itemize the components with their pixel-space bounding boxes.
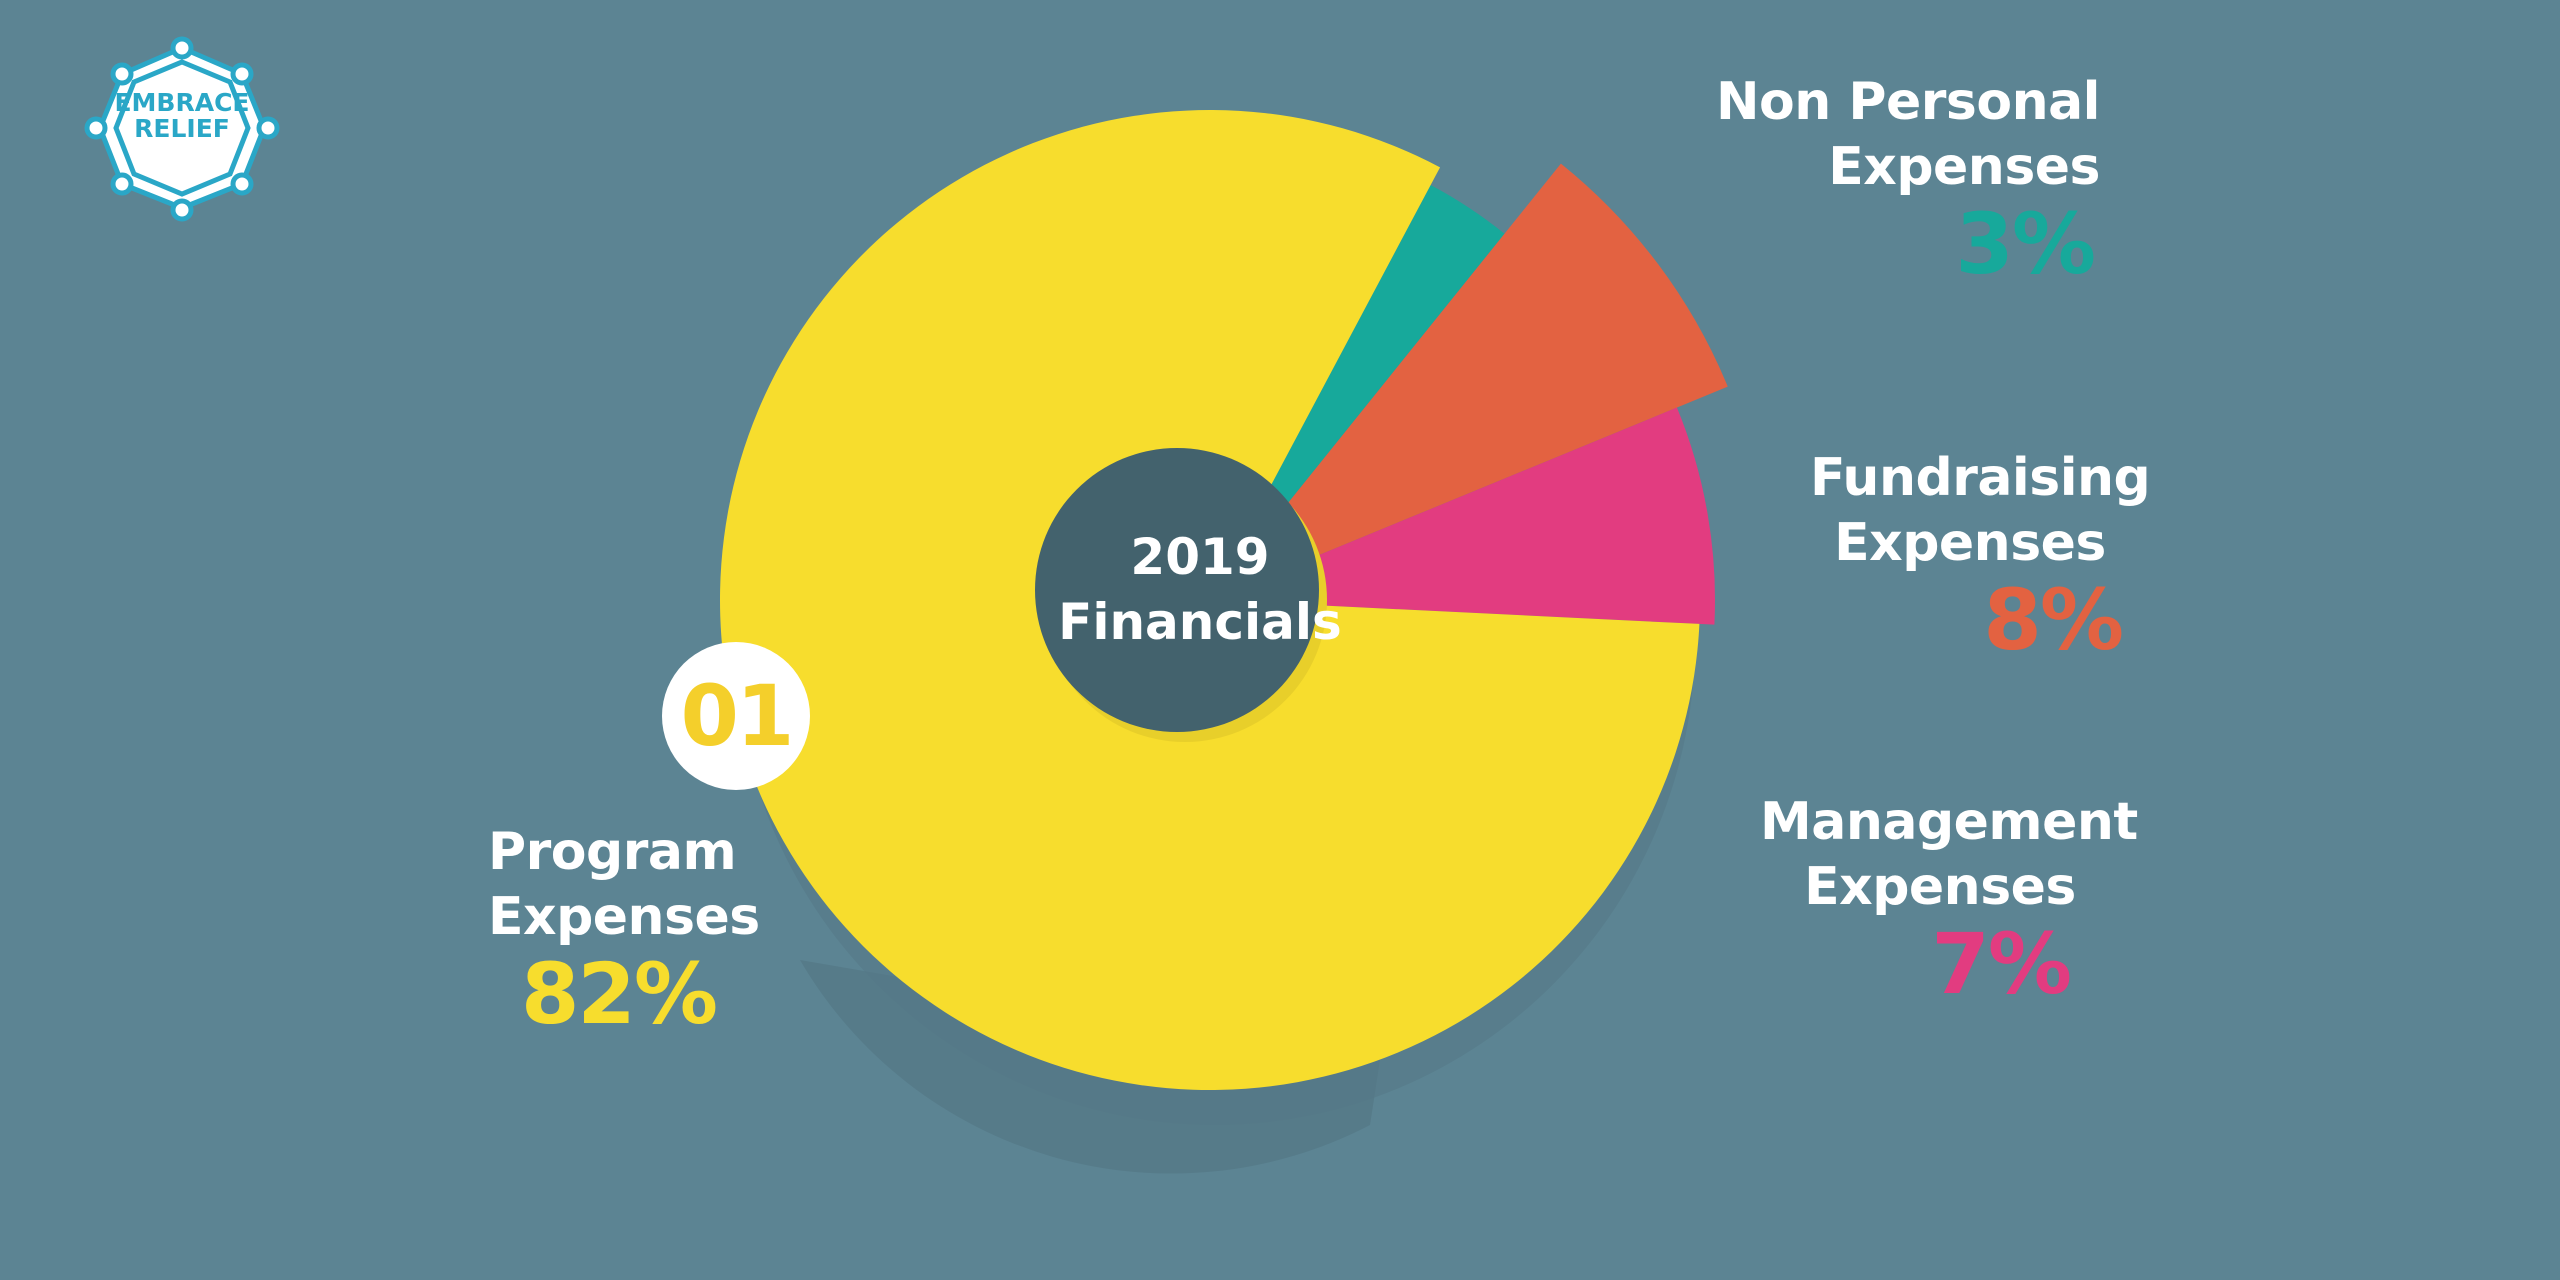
center-year: 2019: [1130, 528, 1270, 586]
legend-management: Management Expenses 7%: [1760, 790, 2138, 1013]
legend-fundraising-name-1: Fundraising: [1810, 448, 2151, 508]
embrace-relief-logo: EMBRACE RELIEF: [82, 36, 282, 222]
logo-line-1: EMBRACE: [114, 88, 250, 117]
legend-management-value: 7%: [1931, 915, 2072, 1013]
logo-wordmark: EMBRACE RELIEF: [82, 88, 282, 144]
legend-program-value: 82%: [520, 945, 718, 1043]
slice-fundraising: [1210, 163, 1728, 600]
legend-program: Program Expenses 82%: [488, 820, 760, 1043]
legend-management-name-2: Expenses: [1804, 857, 2076, 917]
legend-non-personal: Non Personal Expenses 3%: [1500, 70, 2101, 293]
logo-line-2: RELIEF: [134, 114, 230, 144]
center-disc: [1035, 448, 1319, 732]
section-number-badge: 01: [662, 642, 810, 790]
chart-center-title: 2019 Financials: [1035, 440, 1365, 740]
legend-management-name-1: Management: [1760, 792, 2138, 852]
center-word: Financials: [1058, 593, 1342, 651]
legend-program-name-2: Expenses: [488, 887, 760, 947]
logo-emblem-icon: [84, 36, 280, 222]
legend-non-personal-name: Non Personal Expenses: [1716, 72, 2101, 197]
slice-management: [1210, 407, 1715, 625]
legend-fundraising: Fundraising Expenses 8%: [1810, 446, 2151, 669]
legend-program-name-1: Program: [488, 822, 737, 882]
legend-non-personal-value: 3%: [1955, 195, 2096, 293]
legend-fundraising-value: 8%: [1983, 571, 2124, 669]
legend-fundraising-name-2: Expenses: [1834, 513, 2106, 573]
